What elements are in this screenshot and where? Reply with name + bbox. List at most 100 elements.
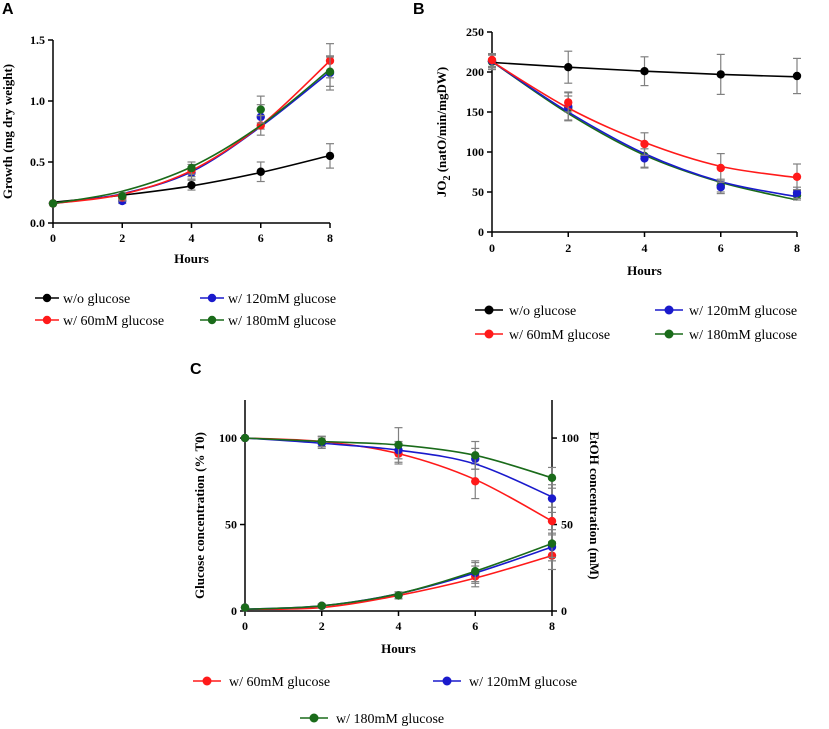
panel-c-y-axis-title-left: Glucose concentration (% T0) [192,432,207,599]
panel-b-legend-marker [664,329,674,339]
legend-panel-c: w/ 60mM glucose w/ 120mM glucose w/ 180mM … [193,675,577,727]
panel-b-g60-point [640,139,649,149]
panel-b-y-axis-title: JO2 (natO/min/mgDW) [434,67,453,197]
panel-b-without-point [564,62,573,72]
panel-a-x-tick-label: 4 [189,231,195,245]
panel-c-ethanol-g180-point [317,601,326,611]
panel-a-g180-point [187,163,196,173]
panel-b-legend-marker [484,305,494,315]
panel-c-y-tick-label-left: 100 [219,431,237,445]
legend-panel-a: w/o glucose w/ 120mM glucose w/ 60mM gluco… [35,292,336,329]
panel-a-legend-marker [42,293,52,303]
panel-a-legend-label: w/ 180mM glucose [228,314,336,329]
legend-panel-b: w/o glucose w/ 120mM glucose w/ 60mM gluco… [475,304,797,343]
chart-panel-b: 0 2 4 6 8 0 50 100 150 200 250 Hours JO2 (natO/min/m… [434,25,802,278]
panel-b-x-tick-label: 6 [718,241,724,255]
panel-a-g180-point [48,199,58,208]
panel-b-legend-label: w/o glucose [509,304,576,319]
panel-b-y-tick-label: 150 [466,105,484,119]
panel-b-legend-label: w/ 120mM glucose [689,304,797,319]
panel-b-legend-marker [664,305,674,315]
panel-c-legend-label: w/ 180mM glucose [336,712,444,727]
panel-b-x-axis-title: Hours [627,263,662,278]
panel-c-x-tick-label: 6 [472,619,478,633]
panel-a-x-tick-label: 0 [50,231,56,245]
panel-a-legend-label: w/ 60mM glucose [63,314,164,329]
panel-b-without-point [716,70,725,79]
panel-c-glucose-g120-point [547,494,557,503]
panel-c-ethanol-g180-point [471,567,480,576]
panel-a-legend-label: w/o glucose [63,292,130,307]
panel-b-g120-point [640,154,649,163]
panel-b-g60-point [564,98,573,107]
panel-c-y-axis-title-right: EtOH concentration (mM) [587,431,602,579]
panel-b-x-tick-label: 2 [565,241,571,255]
panel-c-glucose-g180-point [240,433,250,443]
panel-b-g120-point [716,183,725,192]
panel-b-g60-point [792,172,802,181]
panel-a-without-point [256,167,265,176]
panel-a-legend-label: w/ 120mM glucose [228,292,336,307]
panel-c-x-tick-label: 8 [549,619,555,633]
panel-a-g180-point [118,191,127,201]
panel-b-x-tick-label: 4 [642,241,648,255]
chart-panel-a: 0 2 4 6 8 0.0 0.5 1.0 1.5 Hours Growth (mg dry wei… [0,33,335,266]
panel-a-x-tick-label: 6 [258,231,264,245]
panel-a-legend-marker [207,315,217,325]
panel-c-glucose-g180-point [394,440,403,450]
panel-c-glucose-g60-point [471,477,480,486]
panel-a-without-point [325,151,335,161]
panel-c-ethanol-g180-point [394,591,403,600]
panel-c-y-tick-label-left: 50 [225,518,237,532]
panel-b-without-point [792,71,802,81]
panel-b-legend-label: w/ 180mM glucose [689,328,797,343]
panel-a-legend-marker [207,293,217,303]
panel-a-y-tick-label: 0.0 [30,216,45,230]
panel-c-ethanol-g180-point [547,539,557,548]
panel-c-x-tick-label: 0 [242,619,248,633]
panel-c-x-axis-title: Hours [381,641,416,656]
panel-letter-a: A [2,1,14,18]
panel-b-y-tick-label: 200 [466,65,484,79]
panel-c-glucose-g60-point [547,516,557,526]
panel-b-x-tick-label: 0 [489,241,495,255]
panel-letter-c: C [190,361,202,378]
panel-c-y-tick-label-right: 100 [561,431,579,445]
panel-c-x-tick-label: 4 [396,619,402,633]
panel-b-g60-point [716,163,725,173]
panel-b-x-tick-label: 8 [794,241,800,255]
panel-c-y-tick-label-right: 0 [561,604,567,618]
panel-a-x-tick-label: 2 [119,231,125,245]
panel-c-y-tick-label-left: 0 [231,604,237,618]
panel-b-legend-marker [484,329,494,339]
panel-c-glucose-g180-point [471,451,480,460]
panel-a-y-axis-title: Growth (mg dry weight) [0,64,15,199]
panel-c-ethanol-g120-fit-line [244,546,553,611]
panel-c-glucose-g180-point [317,437,326,446]
panel-c-legend-label: w/ 120mM glucose [469,675,577,690]
panel-b-y-tick-label: 0 [478,225,484,239]
panel-c-legend-marker [202,676,212,686]
panel-c-y-tick-label-right: 50 [561,518,573,532]
panel-b-without-point [640,67,649,76]
panel-b-g120-point [792,188,802,197]
panel-a-x-tick-label: 8 [327,231,333,245]
panel-a-y-tick-label: 1.0 [30,94,45,108]
panel-a-y-tick-label: 1.5 [30,33,45,47]
panel-c-x-tick-label: 2 [319,619,325,633]
panel-c-legend-marker [309,713,319,723]
panel-a-g180-point [256,105,265,114]
panel-a-x-axis-title: Hours [174,251,209,266]
panel-c-legend-marker [442,676,452,686]
panel-b-y-tick-label: 250 [466,25,484,39]
panel-c-glucose-g180-point [547,473,557,483]
panel-b-y-tick-label: 50 [472,185,484,199]
panel-a-without-point [187,180,196,190]
panel-c-legend-label: w/ 60mM glucose [229,675,330,690]
panel-b-legend-label: w/ 60mM glucose [509,328,610,343]
panel-a-g180-point [325,67,335,76]
panel-a-y-tick-label: 0.5 [30,155,45,169]
panel-c-ethanol-g180-point [240,603,250,612]
